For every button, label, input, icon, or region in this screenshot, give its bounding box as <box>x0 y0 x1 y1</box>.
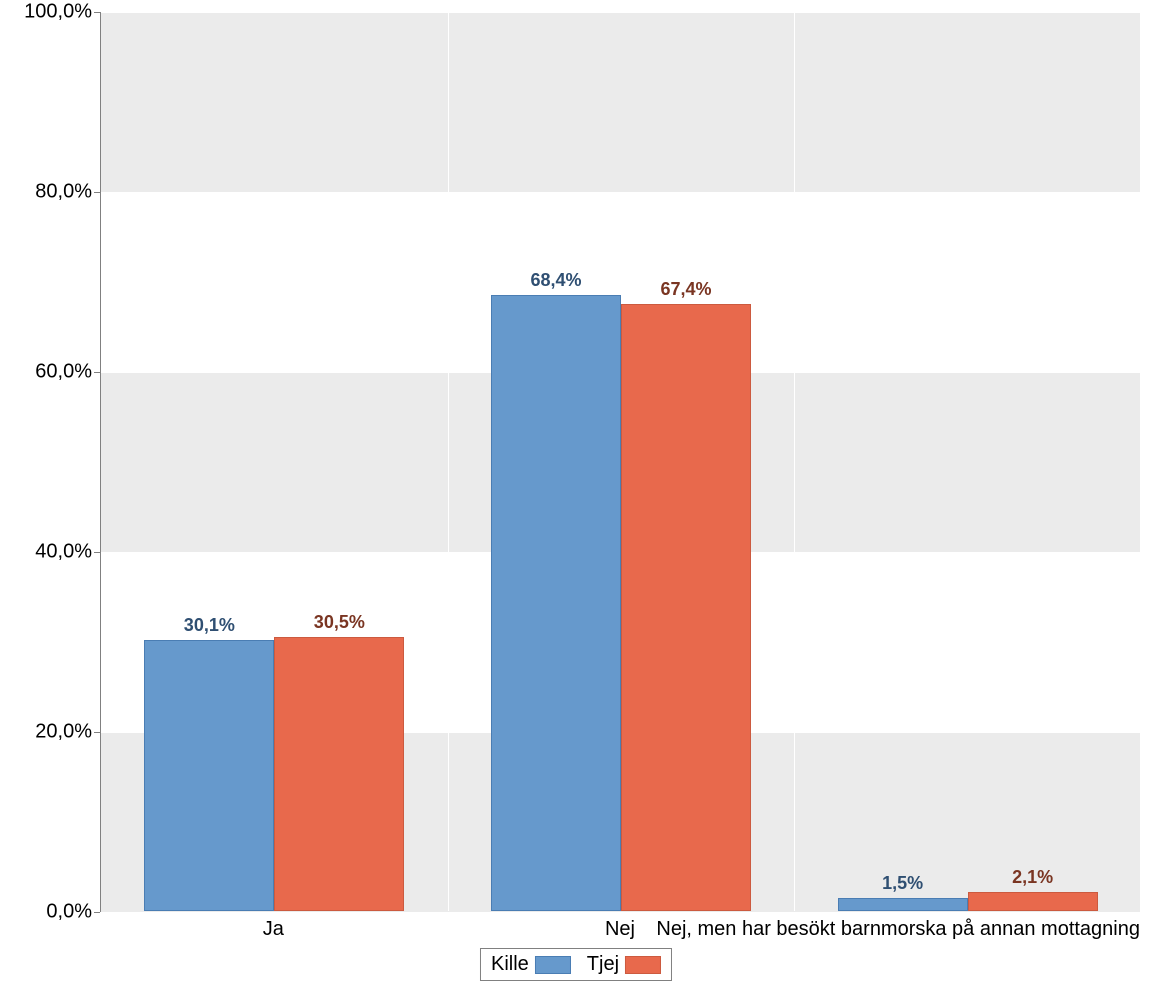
y-tick-label: 100,0% <box>12 1 92 24</box>
bar-tjej <box>968 892 1098 911</box>
grid-line <box>101 912 1140 913</box>
y-tick-label: 40,0% <box>12 541 92 564</box>
bar-value-label: 30,5% <box>314 612 365 633</box>
bar-value-label: 30,1% <box>184 615 235 636</box>
bar-kille <box>838 898 968 912</box>
bar-tjej <box>621 304 751 911</box>
bar-value-label: 68,4% <box>530 270 581 291</box>
y-tick-mark <box>94 552 100 553</box>
bar-value-label: 1,5% <box>882 873 923 894</box>
plot-area: 30,1% 30,5% 68,4% 67,4% 1,5% 2,1% <box>100 12 1140 912</box>
x-tick-label: Nej <box>605 918 635 941</box>
legend-label: Tjej <box>587 953 619 976</box>
legend-swatch-tjej <box>625 956 661 974</box>
bar-value-label: 2,1% <box>1012 867 1053 888</box>
y-tick-mark <box>94 912 100 913</box>
grid-vline <box>448 12 449 911</box>
y-tick-label: 0,0% <box>12 901 92 924</box>
grid-line <box>101 192 1140 193</box>
grid-vline <box>794 12 795 911</box>
bar-chart: 30,1%30,5%68,4%67,4%1,5%2,1% Kille Tjej … <box>0 0 1152 993</box>
bar-kille <box>144 640 274 911</box>
y-tick-label: 60,0% <box>12 361 92 384</box>
x-tick-label: Nej, men har besökt barnmorska på annan … <box>656 918 1140 941</box>
x-tick-label: Ja <box>263 918 284 941</box>
legend-item-tjej: Tjej <box>587 953 661 976</box>
bar-value-label: 67,4% <box>660 279 711 300</box>
bar-kille <box>491 295 621 911</box>
y-tick-mark <box>94 372 100 373</box>
legend-label: Kille <box>491 953 529 976</box>
legend-swatch-kille <box>535 956 571 974</box>
y-tick-label: 80,0% <box>12 181 92 204</box>
legend-item-kille: Kille <box>491 953 571 976</box>
legend: Kille Tjej <box>480 948 672 981</box>
y-tick-label: 20,0% <box>12 721 92 744</box>
y-tick-mark <box>94 732 100 733</box>
bar-tjej <box>274 637 404 912</box>
y-tick-mark <box>94 192 100 193</box>
grid-band <box>101 12 1140 192</box>
y-tick-mark <box>94 12 100 13</box>
grid-line <box>101 12 1140 13</box>
